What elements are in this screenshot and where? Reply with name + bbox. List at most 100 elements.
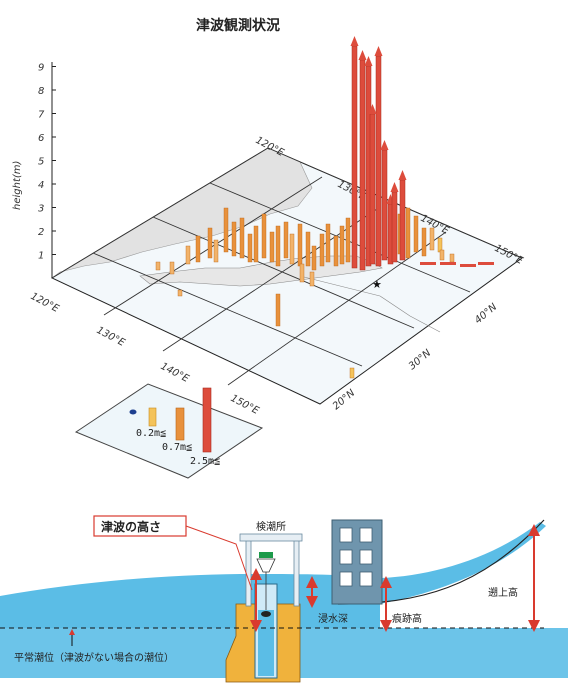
runup-label: 遡上高 [488,586,518,599]
height-axis-label: height(m) [12,161,23,210]
building [331,519,383,605]
height-bar-flat [420,262,436,265]
building-windows [339,527,373,587]
height-bar [299,263,305,283]
tide-well-water [258,610,274,676]
height-bar [261,213,267,259]
height-bar-high [369,113,376,265]
trace-label: 痕跡高 [392,612,422,625]
height-bar [309,271,315,287]
height-bar [439,249,445,261]
arrow-tip-icon [374,46,383,56]
height-bar-flat [440,262,456,265]
arrow-tip-icon [398,170,407,180]
height-bar [195,235,201,263]
height-bar [297,223,303,267]
height-bar [177,289,183,297]
station-roof [239,533,303,542]
height-ticks: 1 2 3 4 5 6 7 8 9 [38,63,56,262]
height-tick-label: 1 [38,251,44,262]
height-bar-high [351,45,358,269]
lat-label-30: 30°N [407,347,434,372]
height-bar [253,225,259,263]
height-bar [421,227,427,257]
height-bar-high [391,191,398,263]
epicenter-star-icon: ★ [372,278,382,291]
lon-label-front-140: 140°E [159,361,192,385]
height-bar-high [399,179,406,261]
arrow-tip-icon [364,56,373,66]
height-tick-label: 8 [38,86,44,97]
height-bar-flat [478,262,494,265]
arrow-tip-icon [358,50,367,60]
legend-bar-high [202,387,212,453]
height-bar [345,217,351,263]
legend-label-low: 0.2m≦ [136,428,166,439]
legend-label-high: 2.5m≦ [190,456,220,467]
height-bar [429,227,435,251]
legend: 0.2m≦ 0.7m≦ 2.5m≦ [74,383,264,479]
height-bar [319,233,325,267]
arrow-tip-icon [380,140,389,150]
height-bar [231,221,237,257]
height-tick-label: 2 [38,227,44,238]
height-bar [413,215,419,253]
height-bar [223,207,229,253]
callout-leader [185,525,253,591]
height-bar [247,233,253,263]
station-frame-left [245,539,252,607]
gauge-body [256,558,276,573]
lon-label-front-130: 130°E [95,325,128,349]
height-tick-label: 6 [38,133,44,144]
height-tick-label: 9 [38,63,44,74]
coastline-east [299,275,441,333]
inundation-label: 浸水深 [318,613,348,625]
height-bar [349,367,355,379]
height-tick-label: 3 [38,204,44,215]
height-bar-high [381,149,388,261]
arrow-tip-icon [350,36,359,46]
height-bar [289,233,295,265]
height-tick-label: 5 [38,157,44,168]
height-bar [169,261,175,275]
height-bar [213,239,219,263]
height-bar [185,245,191,265]
tsunami-water [0,522,546,630]
height-bar-high [359,59,366,271]
height-bar [275,225,281,267]
legend-dot-icon [129,409,137,415]
height-tick-label: 7 [38,110,45,121]
height-bar [239,217,245,259]
height-bar-flat [460,264,476,267]
gauge-head [259,552,273,558]
height-bar [449,253,455,263]
arrow-tip-icon [368,104,377,114]
height-bar [311,245,317,271]
height-bar [275,293,281,327]
height-bar [405,207,411,259]
height-bar [305,231,311,267]
chart-title: 津波観測状況 [196,17,280,34]
legend-label-mid: 0.7m≦ [162,442,192,453]
arrow-tip-icon [390,182,399,192]
station-label: 検潮所 [256,520,286,533]
height-bar [283,221,289,259]
station-frame-right [293,539,300,607]
height-tick-label: 4 [38,180,44,191]
lat-label-40: 40°N [473,301,500,326]
height-bars [155,36,494,379]
height-bar-high [375,55,382,267]
height-bar [207,227,213,259]
height-bar [155,261,161,271]
legend-bar-low [148,407,157,427]
lon-label-front-150: 150°E [229,393,262,417]
baseline-label: 平常潮位（津波がない場合の潮位） [14,651,174,664]
lon-label-front-120: 120°E [29,291,62,315]
callout-label: 津波の高さ [101,519,161,534]
legend-plane [74,383,264,479]
height-bar [339,225,345,265]
gauge-float [261,611,271,617]
legend-bar-mid [175,407,185,441]
map-3d: 1 2 3 4 5 6 7 8 9 height(m) 120°E 130°E 140°E 15… [12,36,525,417]
height-bar [333,235,339,267]
